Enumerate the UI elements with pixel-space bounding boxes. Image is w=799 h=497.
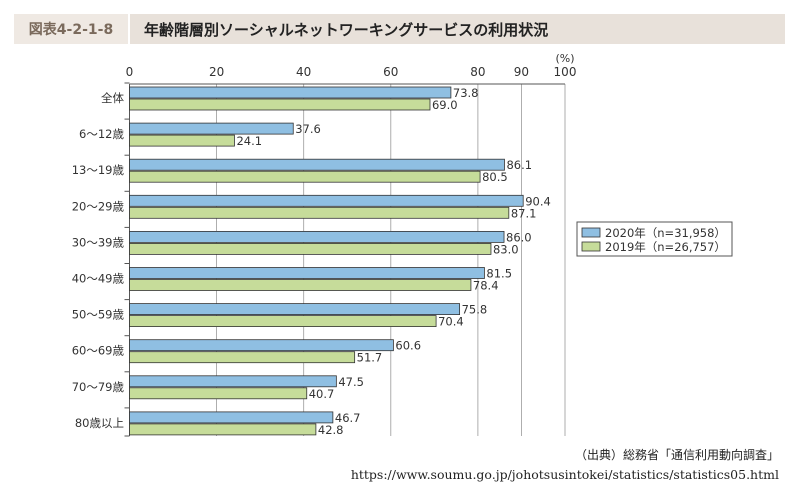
bar-2019 xyxy=(129,423,317,436)
category-label: 40～49歳 xyxy=(72,272,125,286)
bar-2020 xyxy=(129,194,524,207)
page-title: 年齢階層別ソーシャルネットワーキングサービスの利用状況 xyxy=(144,20,549,39)
data-label: 24.1 xyxy=(236,134,262,148)
bar-2019 xyxy=(129,242,492,255)
data-label: 73.8 xyxy=(453,86,479,100)
bar-2020 xyxy=(129,303,461,316)
bar-2019 xyxy=(129,315,437,328)
bar-2020 xyxy=(129,122,294,135)
data-label: 40.7 xyxy=(309,387,335,401)
bar-2020 xyxy=(129,230,505,243)
source-citation: （出典）総務省「通信利用動向調査」 xyxy=(574,448,779,462)
category-label: 80歳以上 xyxy=(75,416,124,430)
x-tick-label: 80 xyxy=(470,65,485,79)
category-label: 20～29歳 xyxy=(72,199,125,213)
data-label: 86.0 xyxy=(506,230,532,244)
bar-2020 xyxy=(129,158,505,171)
data-label: 83.0 xyxy=(493,242,519,256)
x-tick-label: 100 xyxy=(554,65,577,79)
bar-2020 xyxy=(129,267,485,279)
category-label: 6～12歳 xyxy=(79,127,124,141)
x-tick-label: 40 xyxy=(296,65,311,79)
bar-2020 xyxy=(129,411,334,424)
bar-2019 xyxy=(129,134,235,147)
bar-2019 xyxy=(129,351,356,364)
data-label: 47.5 xyxy=(338,375,364,389)
data-label: 42.8 xyxy=(318,423,344,437)
bar-2019 xyxy=(129,98,431,111)
data-label: 51.7 xyxy=(357,351,383,365)
category-label: 全体 xyxy=(101,91,124,105)
source-url: https://www.soumu.go.jp/johotsusintokei/… xyxy=(350,467,779,482)
category-label: 13～19歳 xyxy=(72,163,125,177)
data-label: 75.8 xyxy=(462,303,488,317)
bar-2019 xyxy=(129,170,481,183)
unit-label: (%) xyxy=(555,52,574,65)
x-tick-label: 0 xyxy=(126,65,134,79)
category-label: 50～59歳 xyxy=(72,308,125,322)
category-label: 60～69歳 xyxy=(72,344,125,358)
data-label: 78.4 xyxy=(473,279,499,293)
x-tick-label: 20 xyxy=(209,65,224,79)
data-label: 81.5 xyxy=(486,267,512,281)
data-label: 70.4 xyxy=(438,315,464,329)
bar-2020 xyxy=(129,86,452,99)
x-tick-label: 90 xyxy=(514,65,529,79)
data-label: 80.5 xyxy=(482,170,508,184)
data-label: 60.6 xyxy=(395,339,421,353)
data-label: 37.6 xyxy=(295,122,321,136)
legend-swatch-2020 xyxy=(581,227,601,238)
bar-2020 xyxy=(129,375,337,388)
category-label: 70～79歳 xyxy=(72,380,125,394)
legend-box xyxy=(576,221,733,257)
data-label: 87.1 xyxy=(511,206,537,220)
figure-label: 図表4-2-1-8 xyxy=(14,14,130,44)
x-tick-label: 60 xyxy=(383,65,398,79)
legend-label: 2019年（n=26,757） xyxy=(605,240,726,254)
data-label: 46.7 xyxy=(335,411,361,425)
bar-2019 xyxy=(129,206,510,219)
data-label: 90.4 xyxy=(525,194,551,208)
data-label: 69.0 xyxy=(432,98,458,112)
data-label: 86.1 xyxy=(506,158,532,172)
title-bar: 図表4-2-1-8 年齢階層別ソーシャルネットワーキングサービスの利用状況 xyxy=(14,14,785,44)
bar-2020 xyxy=(129,339,394,352)
legend-swatch-2019 xyxy=(581,241,601,252)
bar-2019 xyxy=(129,387,308,400)
bar-2019 xyxy=(129,279,472,291)
legend-label: 2020年（n=31,958） xyxy=(605,226,726,240)
category-label: 30～39歳 xyxy=(72,235,125,249)
